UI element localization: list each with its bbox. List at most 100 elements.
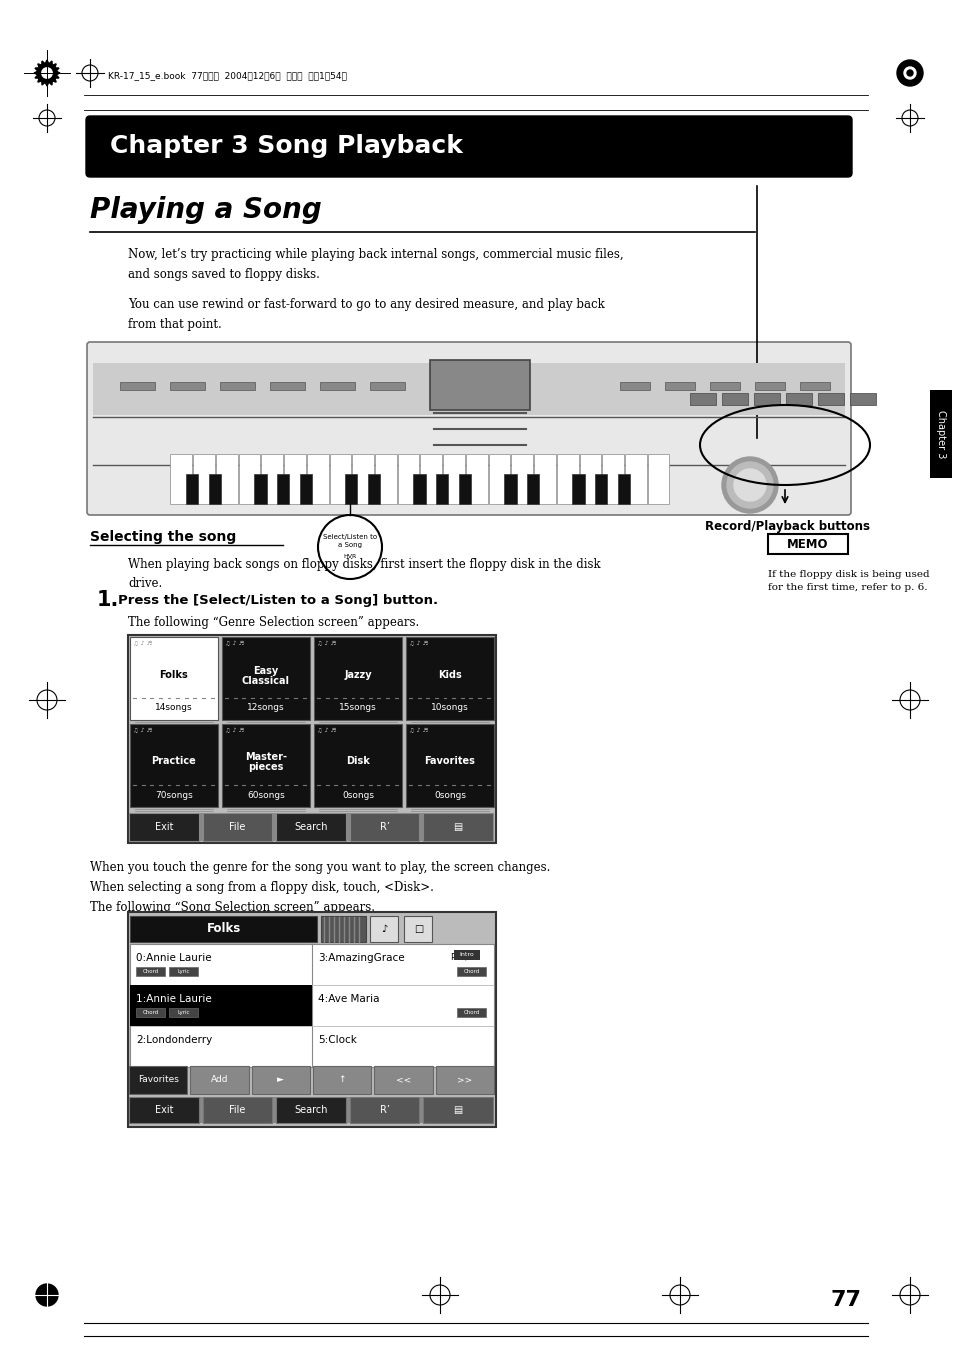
Bar [406,638,494,720]
Bar [370,916,398,942]
Text: ♫ ♪ ♬: ♫ ♪ ♬ [132,640,152,646]
Text: Search: Search [294,821,328,832]
Text: Exit: Exit [154,821,172,832]
Text: Kids: Kids [437,670,461,680]
Bar [534,454,556,504]
Bar [347,1097,351,1123]
Bar [624,454,646,504]
Text: 0songs: 0songs [341,790,374,800]
Bar [253,474,266,504]
Bar [709,382,740,390]
Text: Press the [Select/Listen to a Song] button.: Press the [Select/Listen to a Song] butt… [118,594,437,607]
Circle shape [733,469,765,501]
Bar [284,454,306,504]
Bar [430,359,530,409]
Text: Lyric: Lyric [177,1011,190,1015]
Bar [404,916,432,942]
Bar [299,474,312,504]
FancyBboxPatch shape [87,342,850,515]
Text: You can use rewind or fast-forward to go to any desired measure, and play back
f: You can use rewind or fast-forward to go… [128,299,604,331]
Bar [313,1066,371,1094]
Text: 77: 77 [830,1290,862,1310]
Bar [307,454,328,504]
Text: The following “Song Selection screen” appears.: The following “Song Selection screen” ap… [90,901,375,915]
Text: Favorites: Favorites [137,1075,178,1085]
Bar [222,638,310,720]
Bar [595,474,607,504]
Bar [689,393,716,405]
Text: ♫ ♪ ♬: ♫ ♪ ♬ [225,640,244,646]
Bar [800,382,829,390]
Text: Chord: Chord [142,1011,158,1015]
Text: Record/Playback buttons: Record/Playback buttons [704,520,869,534]
Bar [350,1097,419,1123]
Text: ♫ ♪ ♬: ♫ ♪ ♬ [409,728,428,734]
Bar [817,393,843,405]
Circle shape [721,457,778,513]
Circle shape [906,70,912,76]
Bar [420,813,424,842]
Bar [202,813,272,842]
Bar [319,382,355,390]
Text: ▤: ▤ [453,821,462,832]
Text: Classical: Classical [242,676,290,685]
Bar [618,474,630,504]
Bar [273,813,277,842]
Text: ►: ► [277,1075,284,1085]
Bar [276,474,289,504]
Text: ♫ ♪ ♬: ♫ ♪ ♬ [316,728,335,734]
Text: ♫ ♪ ♬: ♫ ♪ ♬ [409,640,428,646]
Text: Folks: Folks [207,923,240,935]
Bar [423,1097,493,1123]
Text: Playing a Song: Playing a Song [90,196,321,224]
FancyBboxPatch shape [86,116,851,177]
Text: 10songs: 10songs [431,704,468,712]
Bar [191,1066,249,1094]
Text: P. 1/ 3: P. 1/ 3 [450,952,476,961]
Bar [465,454,487,504]
Bar [130,724,218,807]
Text: When you touch the genre for the song you want to play, the screen changes.: When you touch the genre for the song yo… [90,861,550,874]
Bar [193,454,214,504]
Bar [261,454,283,504]
Circle shape [896,59,923,86]
Text: ▤: ▤ [453,1105,462,1115]
Bar [753,393,780,405]
Bar [397,454,419,504]
Bar [329,454,351,504]
Bar [619,382,649,390]
Bar [222,724,310,807]
Bar [526,474,538,504]
Text: R’: R’ [379,1105,389,1115]
Bar [314,638,401,720]
Bar [511,454,533,504]
Text: Select/Listen to
a Song: Select/Listen to a Song [323,535,376,547]
Bar [270,382,305,390]
Text: pieces: pieces [248,762,283,773]
Bar [767,534,847,554]
Bar [136,1008,165,1017]
Bar [276,813,345,842]
Text: HVR: HVR [343,554,356,559]
Bar [130,944,494,1067]
Bar [321,916,366,942]
Text: 0songs: 0songs [434,790,465,800]
Bar [170,382,205,390]
Bar [370,382,405,390]
Bar [456,967,485,975]
Bar [647,454,669,504]
Text: Selecting the song: Selecting the song [90,530,236,544]
Bar [209,474,221,504]
Text: Favorites: Favorites [424,757,475,766]
Bar [503,474,516,504]
Text: Exit: Exit [154,1105,172,1115]
Text: Now, let’s try practicing while playing back internal songs, commercial music fi: Now, let’s try practicing while playing … [128,249,623,281]
Text: KR-17_15_e.book  77ページ  2004年12月6日  月曜日  午後1晉54分: KR-17_15_e.book 77ページ 2004年12月6日 月曜日 午後1… [108,72,347,80]
Text: When selecting a song from a floppy disk, touch, <Disk>.: When selecting a song from a floppy disk… [90,881,434,894]
Bar [420,454,442,504]
Bar [199,1097,203,1123]
Bar [374,1066,433,1094]
Text: MEMO: MEMO [786,538,828,550]
Text: 1.: 1. [97,590,119,611]
Text: 0:Annie Laurie: 0:Annie Laurie [136,954,212,963]
